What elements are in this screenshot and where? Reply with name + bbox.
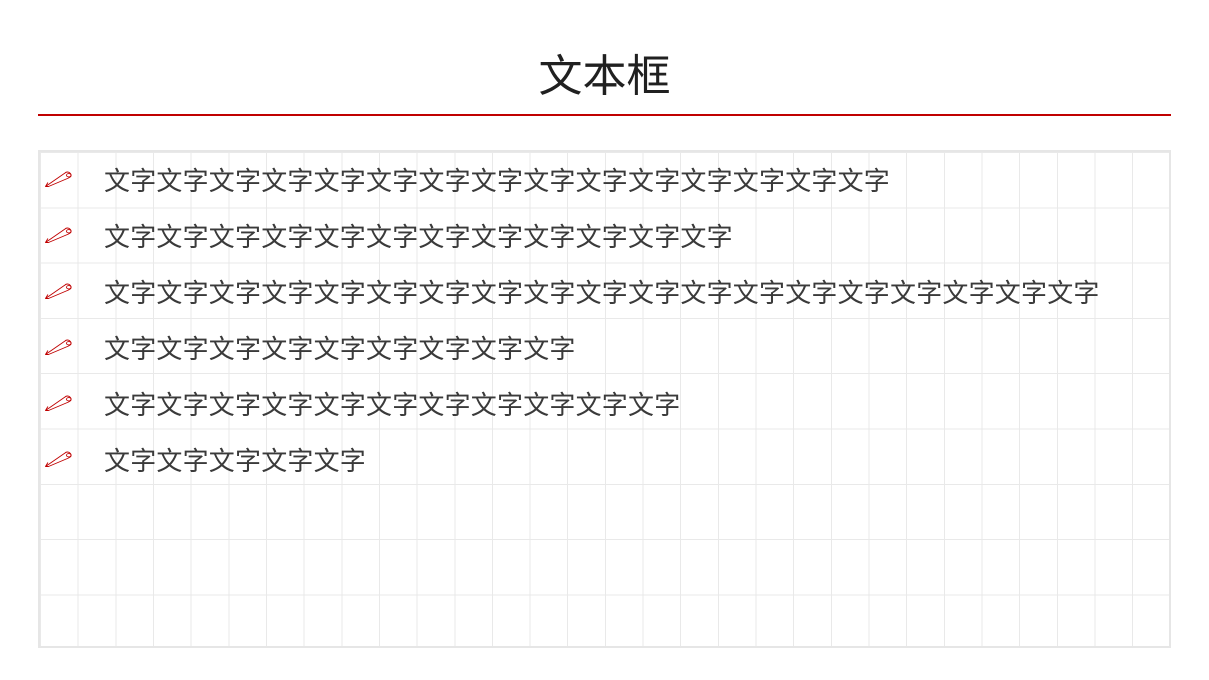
pen-icon bbox=[40, 272, 78, 310]
list-item: 文字文字文字文字文字文字文字文字文字文字文字 bbox=[40, 384, 1169, 422]
row-text: 文字文字文字文字文字文字文字文字文字文字文字文字文字文字文字文字文字文字文字 bbox=[104, 273, 1100, 310]
list-item: 文字文字文字文字文字文字文字文字文字文字文字文字文字文字文字文字文字文字文字 bbox=[40, 272, 1169, 310]
row-text: 文字文字文字文字文字文字文字文字文字文字文字 bbox=[104, 385, 680, 422]
list-item: 文字文字文字文字文字文字文字文字文字 bbox=[40, 328, 1169, 366]
row-text: 文字文字文字文字文字文字文字文字文字文字文字文字 bbox=[104, 217, 733, 254]
row-text: 文字文字文字文字文字文字文字文字文字 bbox=[104, 329, 576, 366]
row-text: 文字文字文字文字文字文字文字文字文字文字文字文字文字文字文字 bbox=[104, 161, 890, 198]
pen-icon bbox=[40, 384, 78, 422]
list-item: 文字文字文字文字文字 bbox=[40, 440, 1169, 478]
pen-icon bbox=[40, 216, 78, 254]
row-text: 文字文字文字文字文字 bbox=[104, 441, 366, 478]
list-item: 文字文字文字文字文字文字文字文字文字文字文字文字文字文字文字 bbox=[40, 160, 1169, 198]
page: 文本框 文字文字文字文字文字文字文字文字文字文字文字文字文字文字文字 文字文字文… bbox=[0, 0, 1209, 648]
pen-icon bbox=[40, 160, 78, 198]
pen-icon bbox=[40, 440, 78, 478]
page-title: 文本框 bbox=[38, 40, 1171, 116]
list-item: 文字文字文字文字文字文字文字文字文字文字文字文字 bbox=[40, 216, 1169, 254]
grid-box: 文字文字文字文字文字文字文字文字文字文字文字文字文字文字文字 文字文字文字文字文… bbox=[38, 150, 1171, 648]
pen-icon bbox=[40, 328, 78, 366]
